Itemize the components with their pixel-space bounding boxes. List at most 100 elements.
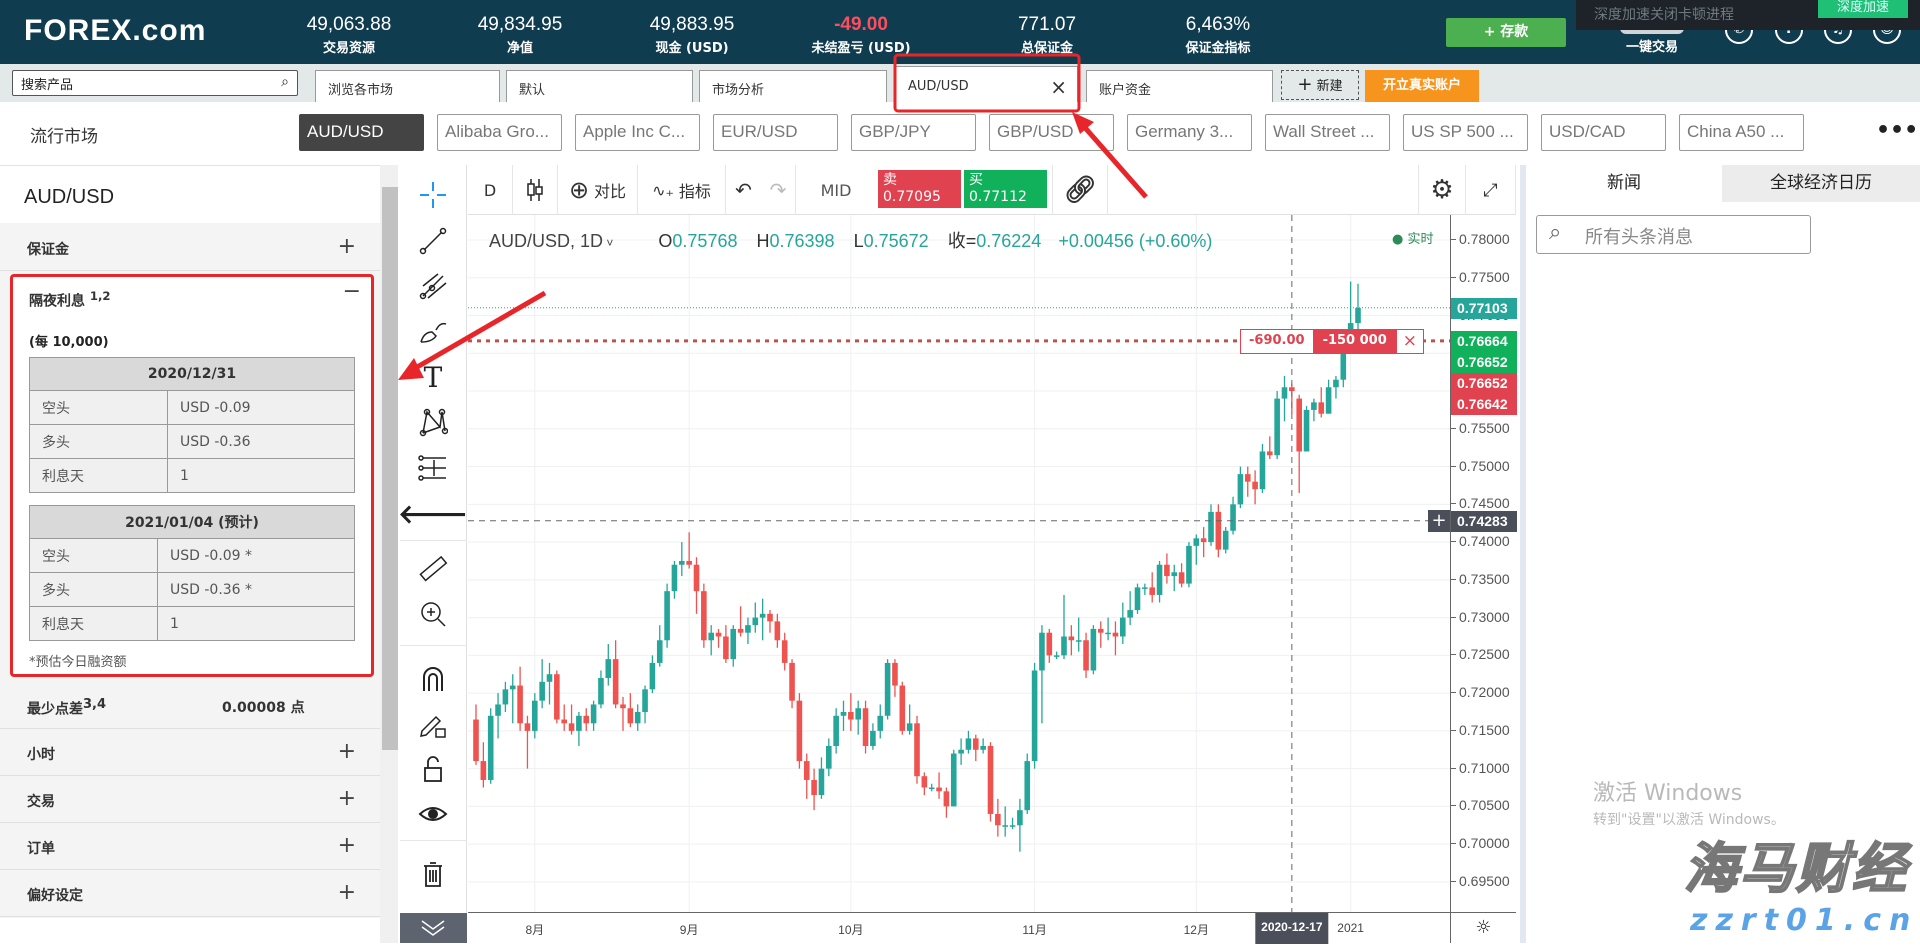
expand-icon[interactable]: +	[337, 786, 356, 811]
candle-body	[590, 704, 597, 724]
price-chart[interactable]	[468, 215, 1450, 912]
settings-icon[interactable]: ⚙	[1418, 165, 1466, 215]
tab-browse-markets[interactable]: 浏览各市场	[315, 70, 500, 102]
symbol-interval[interactable]: AUD/USD, 1D	[489, 231, 604, 251]
popular-market-chip[interactable]: Germany 3...	[1127, 114, 1252, 151]
fullscreen-icon[interactable]: ⤢	[1466, 165, 1516, 215]
section-margin[interactable]: 保证金 +	[0, 224, 380, 271]
popular-market-chip[interactable]: AUD/USD	[299, 114, 424, 151]
candle-body	[914, 723, 920, 777]
candle-body	[1164, 564, 1170, 577]
overnight-interest-title[interactable]: 隔夜利息 1,2	[29, 289, 111, 310]
popular-market-chip[interactable]: GBP/JPY	[851, 114, 976, 151]
tab-default[interactable]: 默认	[506, 70, 693, 102]
popular-market-chip[interactable]: USD/CAD	[1541, 114, 1666, 151]
add-alert-icon[interactable]: +	[1428, 509, 1450, 532]
x-tick-label: 10月	[838, 923, 864, 937]
text-icon[interactable]: T	[423, 360, 443, 394]
layers-icon[interactable]	[400, 913, 467, 943]
candle-body	[1267, 451, 1273, 456]
close-tab-icon[interactable]: ×	[1050, 75, 1067, 99]
section-orders[interactable]: 订单 +	[0, 823, 380, 870]
brush-icon[interactable]	[414, 312, 452, 350]
buy-button[interactable]: 买 0.77112	[964, 170, 1047, 208]
table-row: 多头 USD -0.36	[29, 424, 355, 459]
product-search-input[interactable]: 搜索产品 ⌕	[12, 70, 298, 96]
tab-economic-calendar[interactable]: 全球经济日历	[1722, 165, 1920, 202]
candle-body	[921, 776, 928, 788]
section-preferences[interactable]: 偏好设定 +	[0, 870, 380, 917]
position-line-label[interactable]: -690.00 -150 000 ×	[1240, 328, 1425, 354]
candle-body	[583, 715, 590, 724]
trash-icon[interactable]	[414, 855, 452, 893]
axis-settings-icon[interactable]: ☼	[1450, 912, 1516, 943]
new-tab-button[interactable]: + 新建	[1281, 70, 1359, 100]
accelerate-button[interactable]: 深度加速	[1818, 0, 1908, 18]
candle-body	[781, 640, 788, 663]
more-icon[interactable]: •••	[1876, 118, 1919, 143]
popular-market-chip[interactable]: Wall Street ...	[1265, 114, 1390, 151]
popular-market-chip[interactable]: Apple Inc C...	[575, 114, 700, 151]
candle-body	[715, 632, 722, 637]
mid-price-toggle[interactable]: MID	[820, 180, 852, 200]
candle-body	[627, 708, 634, 724]
arrow-left-icon[interactable]: 🡐	[398, 499, 468, 530]
candle-body	[502, 689, 509, 705]
candle-body	[1274, 398, 1280, 456]
redo-icon[interactable]: ↷	[761, 165, 796, 215]
compare-button[interactable]: ⊕ 对比	[558, 165, 638, 215]
pitchfork-icon[interactable]	[414, 267, 452, 305]
zoom-in-icon[interactable]	[414, 595, 452, 633]
news-search-input[interactable]: ⌕ 所有头条消息	[1536, 215, 1811, 254]
open-live-account-button[interactable]: 开立真实账户	[1365, 70, 1479, 102]
table-row: 空头 USD -0.09 *	[29, 538, 355, 573]
candle-body	[1083, 640, 1089, 671]
price-tag: 0.74283	[1451, 510, 1517, 532]
ruler-icon[interactable]	[414, 550, 452, 588]
price-axis[interactable]: 0.780000.775000.770000.765000.760000.755…	[1450, 215, 1517, 912]
tab-news[interactable]: 新闻	[1526, 165, 1722, 202]
magnet-icon[interactable]	[414, 660, 452, 698]
expand-icon[interactable]: +	[337, 833, 356, 858]
indicator-icon: ∿₊	[652, 180, 674, 200]
scrollbar-thumb[interactable]	[382, 187, 398, 750]
expand-icon[interactable]: +	[337, 234, 356, 259]
section-hours[interactable]: 小时 +	[0, 729, 380, 776]
tab-market-analysis[interactable]: 市场分析	[699, 70, 887, 102]
unlock-icon[interactable]	[414, 750, 452, 788]
close-position-icon[interactable]: ×	[1396, 329, 1424, 353]
section-trading[interactable]: 交易 +	[0, 776, 380, 823]
forex-logo[interactable]: FOREX.com	[24, 14, 207, 47]
popular-market-chip[interactable]: EUR/USD	[713, 114, 838, 151]
trend-line-icon[interactable]	[414, 222, 452, 260]
candle-body	[539, 681, 545, 701]
popular-market-chip[interactable]: China A50 ...	[1679, 114, 1804, 151]
lock-drawings-icon[interactable]	[414, 705, 452, 743]
candles-icon[interactable]	[513, 165, 558, 215]
undo-icon[interactable]: ↶	[735, 178, 752, 202]
candle-body	[1186, 545, 1192, 584]
crosshair-icon[interactable]	[414, 176, 452, 214]
link-icon[interactable]: 🔗︎	[1052, 165, 1108, 215]
expand-icon[interactable]: +	[337, 880, 356, 905]
measure-lines-icon[interactable]	[414, 449, 452, 487]
popular-market-chip[interactable]: GBP/USD	[989, 114, 1114, 151]
interval-button[interactable]: D	[468, 165, 513, 215]
tab-account-funds[interactable]: 账户资金	[1086, 70, 1273, 102]
candle-body	[686, 560, 692, 565]
expand-icon[interactable]: +	[337, 739, 356, 764]
deposit-button[interactable]: + 存款	[1446, 18, 1566, 47]
popular-market-chip[interactable]: US SP 500 ...	[1403, 114, 1528, 151]
candle-body	[980, 745, 986, 750]
table-row: 利息天 1	[29, 458, 355, 493]
indicators-button[interactable]: ∿₊ 指标	[638, 165, 726, 215]
eye-icon[interactable]	[414, 795, 452, 833]
pattern-icon[interactable]	[414, 403, 452, 441]
candle-body	[1061, 636, 1067, 656]
time-axis[interactable]: 8月 9月 10月 11月 12月 2021 2020-12-17	[468, 912, 1450, 944]
tab-aud-usd[interactable]: AUD/USD ×	[895, 66, 1078, 102]
candle-body	[826, 745, 832, 769]
sell-button[interactable]: 卖 0.77095	[878, 170, 961, 208]
collapse-icon[interactable]: −	[342, 279, 361, 304]
popular-market-chip[interactable]: Alibaba Gro...	[437, 114, 562, 151]
